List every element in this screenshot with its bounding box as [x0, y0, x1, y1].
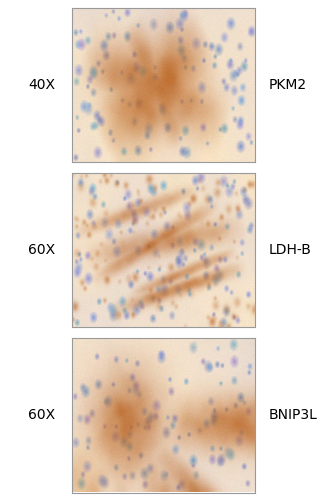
- Text: 60X: 60X: [28, 408, 55, 422]
- Text: BNIP3L: BNIP3L: [268, 408, 317, 422]
- Text: LDH-B: LDH-B: [268, 243, 311, 257]
- Text: PKM2: PKM2: [268, 78, 306, 92]
- Text: 40X: 40X: [28, 78, 55, 92]
- Text: 60X: 60X: [28, 243, 55, 257]
